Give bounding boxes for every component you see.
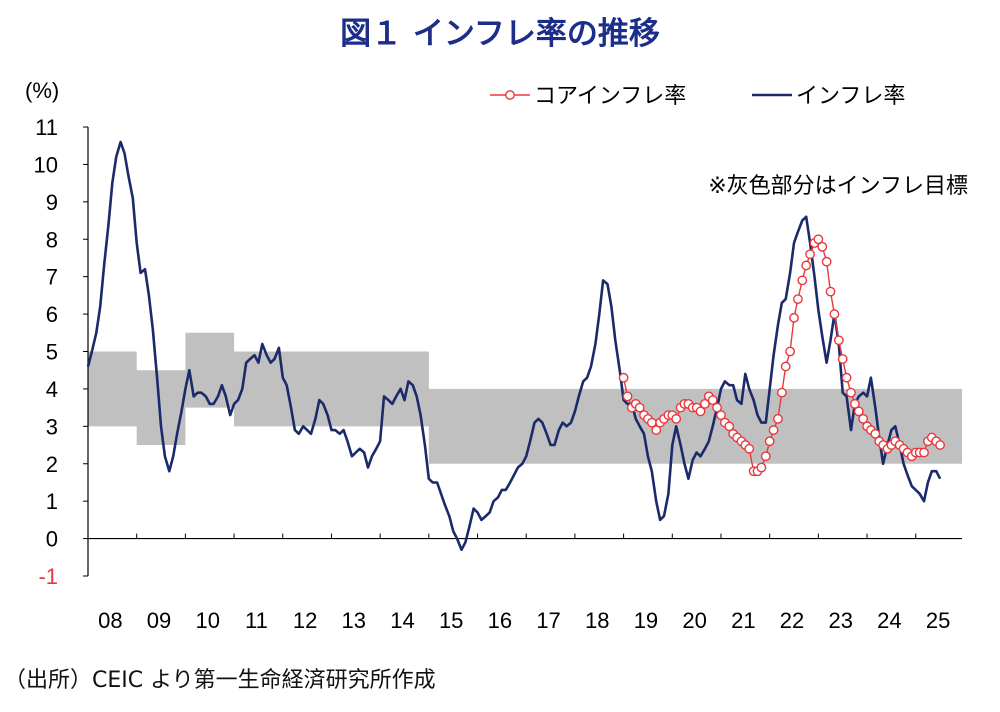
data-point	[785, 346, 796, 357]
data-point	[841, 372, 852, 383]
series-line	[86, 140, 942, 552]
data-point	[768, 425, 779, 435]
legend-label: コアインフレ率	[534, 83, 686, 108]
target-band	[88, 332, 962, 464]
target-band-note: ※灰色部分はインフレ目標	[708, 173, 968, 198]
data-point	[695, 406, 706, 417]
axes-layer	[83, 126, 962, 577]
x-tick-label: 15	[439, 608, 463, 633]
x-tick-label: 19	[634, 608, 658, 633]
data-point	[870, 428, 881, 439]
y-tick-label: 7	[46, 265, 58, 290]
data-point	[760, 451, 771, 462]
source-note: （出所）CEIC より第一生命経済研究所作成	[4, 668, 436, 693]
data-point	[858, 413, 869, 424]
data-point	[651, 425, 662, 435]
data-point	[935, 440, 945, 450]
data-point	[634, 402, 645, 413]
data-point	[793, 294, 803, 305]
data-point	[805, 249, 815, 260]
target-band-layer	[88, 332, 962, 464]
data-point	[919, 447, 929, 458]
x-tick-label: 23	[828, 608, 852, 633]
legend-marker-core	[505, 90, 515, 100]
x-tick-label: 22	[780, 608, 804, 633]
x-tick-label: 09	[147, 608, 171, 633]
data-point	[724, 421, 735, 432]
y-tick-label: 6	[46, 302, 58, 327]
y-tick-label: 1	[46, 489, 58, 514]
data-point	[833, 335, 844, 346]
x-tick-label: 24	[877, 608, 901, 633]
data-point	[776, 387, 787, 398]
data-point	[700, 398, 710, 409]
data-point	[801, 260, 812, 271]
legend: コアインフレ率 インフレ率	[490, 83, 905, 108]
data-point	[744, 443, 755, 454]
data-point	[821, 256, 832, 267]
y-tick-label: 4	[46, 377, 58, 402]
data-point	[813, 234, 824, 245]
x-tick-label: 17	[536, 608, 560, 633]
y-tick-label: 11	[35, 115, 58, 140]
data-point	[756, 462, 767, 473]
unit-label: (%)	[25, 78, 59, 103]
data-point	[789, 312, 799, 323]
data-point	[780, 361, 791, 372]
data-point	[773, 413, 783, 424]
y-tick-label: 8	[46, 227, 58, 252]
chart-title: 図１ インフレ率の推移	[340, 16, 660, 52]
x-tick-label: 12	[293, 608, 317, 633]
y-tick-label: 9	[46, 190, 58, 215]
data-point	[825, 286, 836, 297]
series-layer	[86, 140, 945, 552]
x-tick-label: 13	[342, 608, 366, 633]
data-point	[622, 391, 633, 402]
x-tick-label: 08	[98, 608, 122, 633]
x-tick-label: 20	[682, 608, 706, 633]
data-point	[764, 436, 775, 447]
y-tick-label: 2	[46, 452, 58, 477]
data-point	[716, 410, 726, 421]
x-tick-label: 21	[731, 608, 755, 633]
data-point	[849, 398, 860, 409]
data-point	[853, 406, 864, 417]
x-tick-label: 10	[195, 608, 219, 633]
data-point	[618, 372, 629, 383]
y-tick-label: -1	[38, 564, 58, 589]
x-tick-label: 18	[585, 608, 609, 633]
y-tick-label: 5	[46, 340, 58, 365]
data-point	[846, 387, 856, 398]
data-point	[837, 354, 848, 364]
data-point	[797, 275, 808, 286]
x-tick-label: 25	[926, 608, 950, 633]
y-tick-label: 3	[46, 414, 58, 439]
data-point	[712, 402, 722, 413]
data-point	[829, 309, 840, 319]
y-tick-label: 10	[34, 152, 58, 177]
data-point	[671, 413, 682, 424]
data-point	[707, 395, 718, 406]
x-tick-label: 16	[488, 608, 512, 633]
legend-label: インフレ率	[796, 83, 905, 108]
data-point	[817, 241, 828, 252]
y-tick-label: 0	[46, 527, 58, 552]
x-tick-label: 11	[245, 608, 268, 633]
x-tick-label: 14	[390, 608, 414, 633]
